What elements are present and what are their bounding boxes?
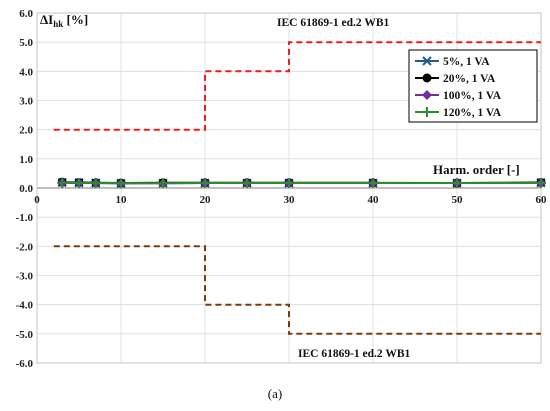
x-tick-label: 20 [200, 194, 212, 206]
data-point-plus [242, 178, 252, 189]
x-tick-label: 50 [452, 194, 464, 206]
series-3 [57, 177, 546, 189]
y-tick-label: -5.0 [16, 329, 34, 341]
data-point-plus [452, 178, 462, 189]
iec-limit-lines [53, 41, 541, 335]
data-point-diamond [422, 90, 432, 100]
measurement-series [57, 177, 546, 189]
data-point-plus [200, 178, 210, 189]
y-tick-label: 1.0 [19, 154, 33, 166]
x-axis-title: Harm. order [-] [433, 162, 520, 177]
data-point-plus [284, 178, 294, 189]
x-tick-label: 60 [536, 194, 548, 206]
y-tick-label: -3.0 [16, 271, 34, 283]
legend-item: 20%, 1 VA [415, 73, 496, 85]
y-axis-title: ΔIhk [%] [40, 12, 88, 29]
upper-limit-annotation: IEC 61869-1 ed.2 WB1 [277, 17, 389, 29]
tick-labels: 6.0 5.0 4.0 3.0 2.0 1.0 0.0 -1.0 -2.0 -3.0 -4.0 -5.… [16, 8, 547, 370]
data-point-plus [536, 178, 546, 189]
y-tick-label: 0.0 [19, 183, 33, 195]
upper-limit-line [53, 41, 541, 131]
x-tick-label: 0 [34, 194, 40, 206]
figure-caption: (a) [268, 386, 282, 401]
data-point-plus [90, 178, 101, 189]
data-point-plus [368, 178, 378, 189]
legend-item: 120%, 1 VA [415, 107, 502, 119]
legend-item: 5%, 1 VA [415, 56, 490, 68]
data-point-plus [422, 107, 432, 117]
data-point-plus [74, 178, 84, 189]
x-tick-label: 40 [368, 194, 380, 206]
legend-label: 120%, 1 VA [443, 107, 502, 119]
x-tick-label: 30 [284, 194, 296, 206]
y-tick-label: 2.0 [19, 125, 33, 137]
data-point-plus [116, 178, 126, 189]
lower-limit-line [53, 245, 541, 335]
data-point-plus [158, 178, 168, 189]
y-tick-label: 6.0 [19, 8, 33, 20]
lower-limit-annotation: IEC 61869-1 ed.2 WB1 [298, 348, 410, 360]
legend: 5%, 1 VA 20%, 1 VA 100%, 1 VA 120%, 1 VA [408, 49, 538, 123]
legend-label: 20%, 1 VA [443, 73, 496, 85]
y-tick-label: -6.0 [16, 358, 34, 370]
y-tick-label: 3.0 [19, 96, 33, 108]
data-point-circle [422, 73, 432, 83]
y-tick-label: -1.0 [16, 212, 34, 224]
series-line [62, 181, 541, 185]
x-tick-label: 10 [116, 194, 128, 206]
data-point-plus [57, 177, 68, 188]
data-point-x [422, 56, 432, 66]
y-tick-label: -2.0 [16, 241, 34, 253]
legend-item: 100%, 1 VA [415, 90, 502, 102]
y-tick-label: -4.0 [16, 300, 34, 312]
legend-label: 5%, 1 VA [443, 56, 490, 68]
y-tick-label: 5.0 [19, 37, 33, 49]
y-tick-label: 4.0 [19, 66, 33, 78]
legend-label: 100%, 1 VA [443, 90, 502, 102]
